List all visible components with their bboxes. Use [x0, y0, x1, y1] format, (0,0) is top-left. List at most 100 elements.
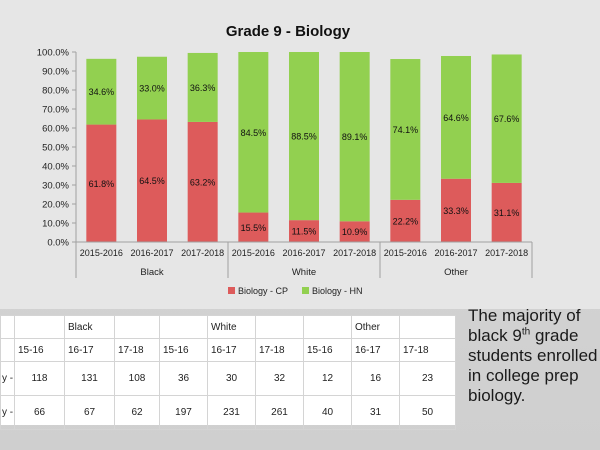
table-corner [0, 338, 15, 362]
table-row-hn: y - 66 67 62 197 231 261 40 31 50 [0, 395, 456, 430]
data-label: 64.6% [443, 113, 469, 123]
table-cell [303, 315, 352, 339]
table-cell: 40 [303, 395, 352, 430]
table-cell [399, 315, 456, 339]
bar-segment [137, 119, 167, 242]
stacked-bar-chart: Grade 9 - Biology 0.0% 10.0% 20.0% 30.0% 40.… [37, 23, 533, 296]
table-cell: 30 [207, 361, 256, 396]
group-header-white: White [207, 315, 256, 339]
table-corner [0, 315, 15, 339]
bar-segment [238, 212, 269, 242]
year-header: 17-18 [114, 338, 160, 362]
y-tick-label: 10.0% [42, 219, 69, 230]
legend-swatch [302, 287, 309, 294]
table-cell: 108 [114, 361, 160, 396]
summary-text: The majority of black 9th grade students… [468, 306, 600, 406]
data-label: 11.5% [292, 227, 317, 237]
summary-line: in college prep [468, 366, 579, 385]
bar-segment [390, 59, 421, 200]
group-label: Black [140, 267, 163, 278]
bar-segment [289, 52, 319, 221]
x-tick-label: 2015-2016 [80, 248, 123, 258]
y-tick-label: 50.0% [42, 143, 69, 154]
table-cell: 36 [159, 361, 208, 396]
legend: Biology - CP Biology - HN [228, 286, 363, 296]
data-label: 67.6% [494, 114, 520, 124]
group-label: White [292, 267, 316, 278]
data-label: 36.3% [190, 83, 216, 93]
chart-title: Grade 9 - Biology [226, 23, 351, 40]
row-label: y - [0, 395, 15, 430]
summary-text-part: grade [530, 326, 579, 345]
legend-label: Biology - HN [312, 286, 363, 296]
data-label: 15.5% [241, 223, 267, 233]
y-tick-label: 40.0% [42, 162, 69, 173]
x-tick-label: 2017-2018 [485, 248, 528, 258]
table-cell: 197 [159, 395, 208, 430]
x-tick-label: 2015-2016 [384, 248, 427, 258]
table-cell [159, 315, 208, 339]
year-header-row: 15-16 16-17 17-18 15-16 16-17 17-18 15-1… [0, 338, 456, 362]
data-label: 89.1% [342, 132, 368, 142]
table-cell: 16 [351, 361, 400, 396]
group-label: Other [444, 267, 468, 278]
data-label: 33.3% [443, 206, 469, 216]
year-header: 16-17 [351, 338, 400, 362]
table-cell: 23 [399, 361, 456, 396]
table-cell: 118 [14, 361, 65, 396]
bar-segment [86, 124, 117, 242]
legend-label: Biology - CP [238, 286, 288, 296]
table-cell: 231 [207, 395, 256, 430]
x-tick-label: 2016-2017 [130, 248, 173, 258]
table-cell: 261 [255, 395, 304, 430]
x-axis: 2015-2016 2016-2017 2017-2018 2015-2016 2016… [75, 241, 533, 278]
data-label: 61.8% [89, 179, 115, 189]
bar-segment [86, 58, 117, 125]
y-axis: 0.0% 10.0% 20.0% 30.0% 40.0% 50.0% 60.0% 70.0% 8… [37, 48, 77, 249]
x-tick-label: 2016-2017 [434, 248, 477, 258]
summary-line: The majority of [468, 306, 581, 325]
data-label: 22.2% [393, 216, 419, 226]
bar-segment [491, 182, 522, 242]
superscript: th [521, 326, 531, 338]
x-tick-label: 2016-2017 [282, 248, 325, 258]
data-label: 88.5% [291, 132, 317, 142]
legend-swatch [228, 287, 235, 294]
data-label: 84.5% [241, 128, 267, 138]
summary-line: students enrolled [468, 346, 598, 365]
counts-table-panel: Black White Other 15-16 16-17 17-18 15-1… [0, 315, 456, 430]
table-cell [114, 315, 160, 339]
data-label: 34.6% [89, 87, 115, 97]
row-label: y - [0, 361, 15, 396]
counts-table: Black White Other 15-16 16-17 17-18 15-1… [0, 315, 456, 430]
bar-segment [137, 56, 167, 120]
table-cell [14, 315, 65, 339]
data-label: 63.2% [190, 177, 216, 187]
table-cell: 67 [64, 395, 115, 430]
year-header: 15-16 [303, 338, 352, 362]
year-header: 17-18 [399, 338, 456, 362]
data-label: 74.1% [393, 125, 419, 135]
table-cell: 50 [399, 395, 456, 430]
x-tick-label: 2015-2016 [232, 248, 275, 258]
bar-segment [491, 54, 522, 183]
table-cell: 12 [303, 361, 352, 396]
y-tick-label: 80.0% [42, 86, 69, 97]
table-row-cp: y - 118 131 108 36 30 32 12 16 23 [0, 361, 456, 396]
y-tick-label: 90.0% [42, 67, 69, 78]
y-tick-label: 100.0% [37, 48, 70, 59]
bar-segment [339, 52, 370, 222]
group-header-black: Black [64, 315, 115, 339]
y-tick-label: 0.0% [47, 238, 69, 249]
bar-segment [238, 52, 269, 213]
table-cell: 66 [14, 395, 65, 430]
summary-line: biology. [468, 386, 526, 405]
group-header-row: Black White Other [0, 315, 456, 339]
table-cell [255, 315, 304, 339]
year-header: 15-16 [14, 338, 65, 362]
chart-panel: Grade 9 - Biology 0.0% 10.0% 20.0% 30.0% 40.… [0, 0, 600, 309]
y-tick-label: 60.0% [42, 124, 69, 135]
bar-segment [289, 220, 319, 242]
bar-segment [187, 52, 218, 122]
group-header-other: Other [351, 315, 400, 339]
